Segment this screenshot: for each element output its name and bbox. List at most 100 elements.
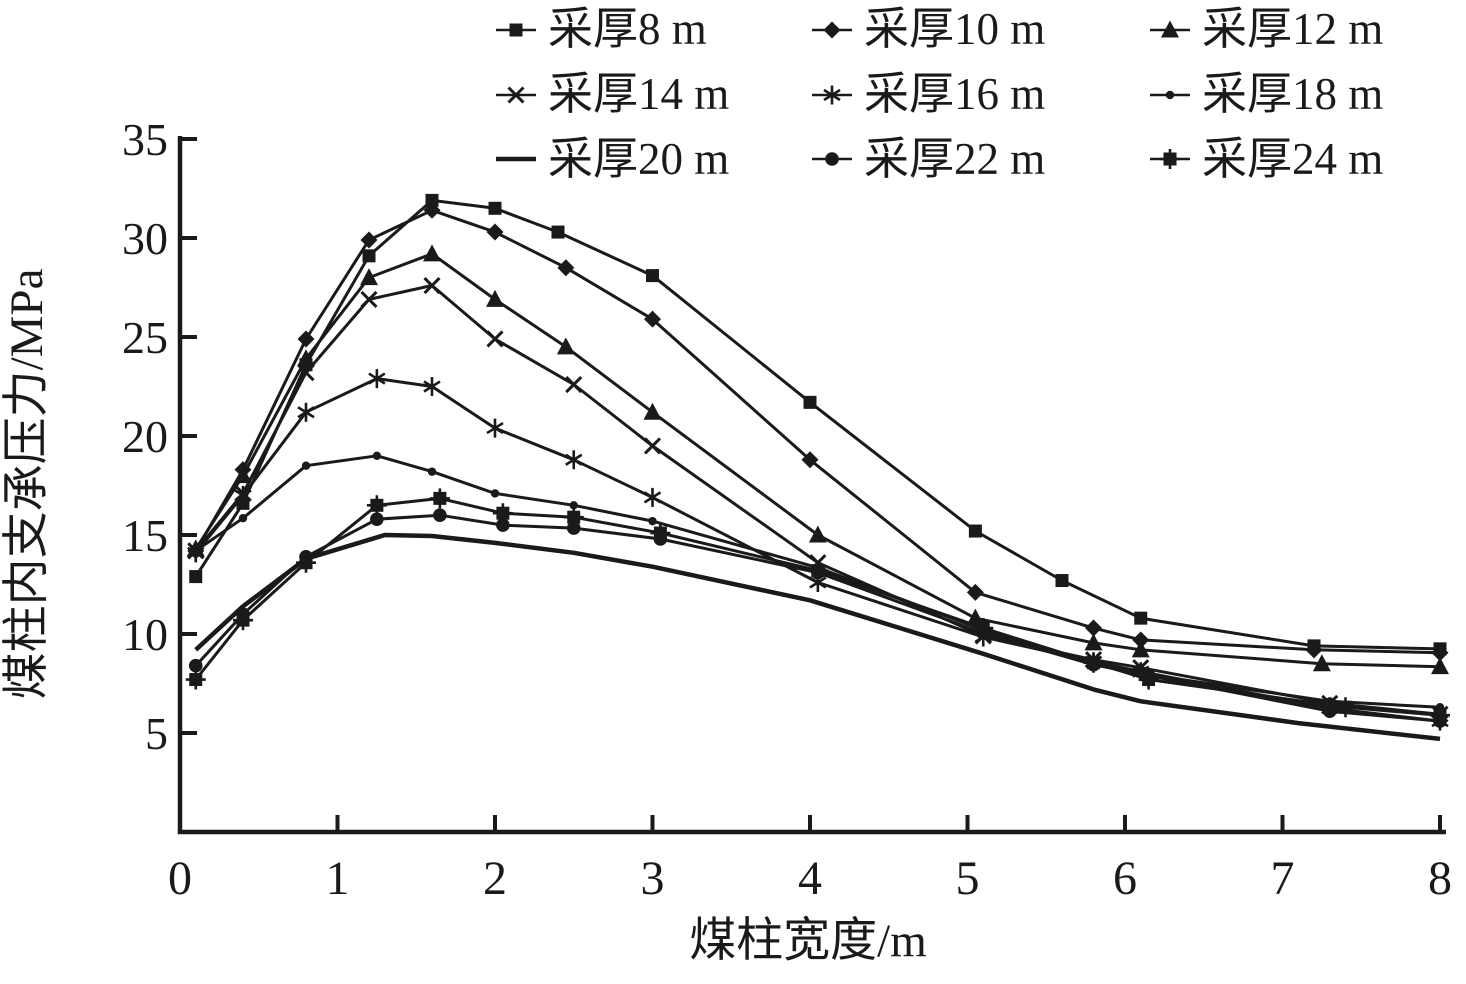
data-point-marker (643, 437, 662, 455)
dash-legend-marker-icon (496, 157, 536, 162)
data-point-marker (1431, 657, 1449, 675)
data-point-marker (496, 518, 510, 532)
legend-label: 采厚22 m (864, 133, 1046, 184)
data-point-marker (556, 337, 575, 355)
data-point-marker (423, 244, 441, 262)
data-point-marker (566, 521, 581, 535)
series-diamond (187, 201, 1449, 662)
series-triangle (186, 244, 1449, 675)
y-tick-label: 5 (145, 708, 168, 759)
data-point-marker (1083, 652, 1104, 673)
data-point-marker (297, 402, 315, 422)
data-point-marker (968, 524, 982, 538)
legend-item: 采厚24 m (1146, 134, 1466, 186)
data-point-marker (372, 451, 382, 460)
data-point-marker (563, 507, 584, 528)
data-point-marker (234, 466, 252, 484)
data-point-marker (360, 290, 378, 308)
data-point-marker (490, 489, 500, 498)
data-point-marker (486, 289, 504, 307)
x-tick-label: 1 (326, 852, 350, 905)
data-point-marker (191, 546, 200, 556)
data-point-marker (185, 669, 206, 690)
data-point-marker (486, 418, 504, 438)
x-tick-label: 7 (1271, 852, 1295, 905)
legend-item: 采厚22 m (808, 134, 1146, 186)
data-point-marker (1055, 574, 1069, 588)
legend-label: 采厚24 m (1202, 133, 1384, 184)
data-point-marker (966, 583, 984, 601)
data-point-marker (807, 560, 828, 581)
legend-item: 采厚8 m (492, 4, 808, 56)
axes: 5 10 15 20 25 30 35 0 1 2 3 4 5 6 7 8 (122, 114, 1452, 905)
data-point-marker (1131, 640, 1150, 658)
x-tick-label: 8 (1428, 852, 1452, 905)
data-point-marker (297, 364, 315, 382)
data-point-marker (425, 193, 439, 207)
data-point-marker (423, 276, 441, 295)
legend-item: 采厚12 m (1146, 4, 1466, 56)
data-point-marker (803, 395, 817, 409)
squareplus-legend-marker-icon (1150, 149, 1190, 170)
data-point-marker (973, 618, 994, 639)
x-axis-title: 煤柱宽度/m (689, 915, 927, 967)
square-legend-marker-icon (496, 23, 536, 37)
data-point-marker (362, 249, 376, 263)
legend-item: 采厚18 m (1146, 69, 1466, 121)
data-point-marker (551, 225, 565, 239)
data-point-marker (1322, 704, 1337, 719)
data-point-marker (646, 269, 659, 283)
data-point-marker (648, 516, 657, 526)
series-squareplus (185, 488, 1450, 726)
data-point-marker (488, 201, 502, 215)
data-point-marker (423, 201, 441, 219)
legend-label: 采厚12 m (1202, 4, 1384, 54)
data-point-marker (1312, 654, 1331, 672)
data-point-marker (1335, 697, 1356, 718)
y-tick-label: 25 (122, 312, 168, 363)
data-point-marker (297, 330, 315, 348)
data-point-marker (565, 450, 583, 470)
data-point-marker (569, 501, 578, 510)
y-axis-title: 煤柱内支承压力/MPa (1, 268, 53, 699)
data-point-marker (360, 231, 378, 249)
data-point-marker (429, 488, 450, 509)
data-point-marker (297, 349, 315, 367)
data-series (185, 193, 1450, 742)
data-point-marker (644, 310, 661, 328)
data-point-marker (423, 377, 441, 396)
legend-label: 采厚16 m (864, 68, 1046, 119)
data-point-marker (1084, 633, 1103, 651)
diamond-legend-marker-icon (812, 21, 852, 39)
data-point-marker (360, 268, 378, 286)
series-asterisk (187, 369, 1449, 731)
data-point-marker (238, 513, 248, 523)
triangle-legend-marker-icon (1150, 20, 1190, 38)
legend-label: 采厚8 m (548, 4, 707, 54)
legend-item: 采厚14 m (492, 69, 808, 121)
legend-label: 采厚10 m (864, 4, 1046, 54)
data-point-marker (188, 658, 203, 673)
y-tick-label: 20 (122, 411, 168, 462)
x-tick-label: 3 (641, 852, 665, 905)
y-tick-label: 15 (122, 510, 168, 561)
data-point-marker (492, 503, 513, 524)
data-point-marker (234, 485, 252, 505)
x-tick-label: 2 (483, 852, 507, 905)
data-point-marker (486, 223, 504, 241)
legend-item: 采厚16 m (808, 69, 1146, 121)
asterisk-legend-marker-icon (812, 85, 852, 105)
data-point-marker (1305, 641, 1323, 659)
data-point-marker (808, 525, 827, 543)
data-point-marker (650, 523, 671, 544)
data-point-marker (643, 402, 662, 420)
data-point-marker (189, 570, 203, 584)
legend-item: 采厚10 m (808, 4, 1146, 56)
chart-legend: 采厚8 m 采厚10 m 采厚12 m 采厚14 m 采厚16 m 采厚18 m 采厚20 … (492, 4, 1466, 185)
data-point-marker (368, 369, 386, 389)
series-dash (194, 532, 1441, 742)
data-point-marker (1085, 619, 1102, 637)
data-point-marker (366, 495, 387, 516)
